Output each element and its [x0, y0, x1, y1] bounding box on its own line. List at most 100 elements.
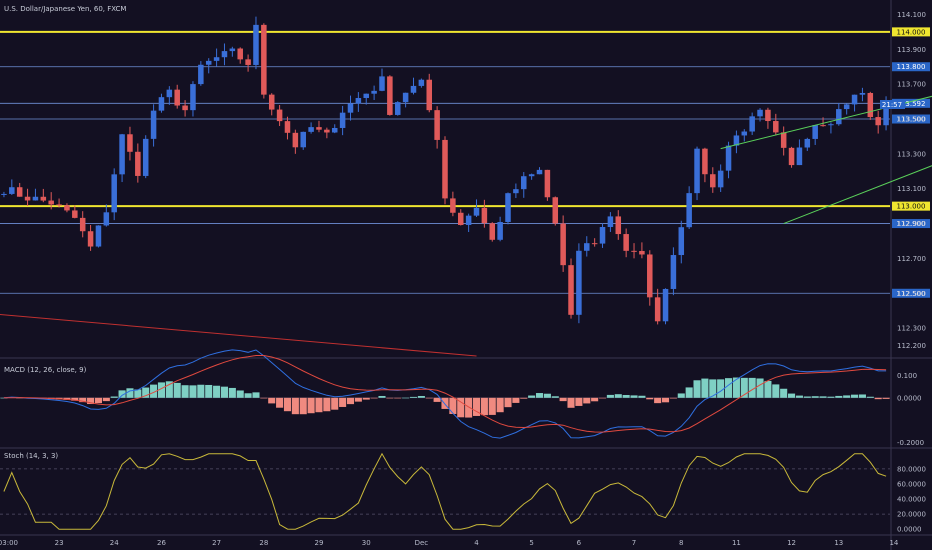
macd-histogram-bar [354, 397, 362, 402]
macd-histogram-bar [87, 397, 95, 405]
candle-body [505, 193, 511, 222]
candle-body [32, 196, 39, 201]
macd-histogram-bar [756, 378, 764, 398]
macd-histogram-bar [780, 388, 788, 398]
time-tick-label: 30 [362, 539, 371, 547]
candle-body [103, 212, 110, 226]
time-tick-label: 12 [787, 539, 796, 547]
candle-body [198, 64, 204, 85]
price-tick-label: 113.900 [897, 46, 926, 54]
macd-histogram-bar [606, 394, 614, 398]
macd-histogram-bar [496, 397, 504, 413]
macd-histogram-bar [339, 397, 347, 407]
macd-histogram-bar [425, 397, 433, 399]
macd-histogram-bar [803, 396, 811, 398]
horizontal-levels[interactable]: 114.000 113.800 113.592 113.500 113.000 112.9… [0, 27, 930, 298]
candle-body [489, 223, 496, 240]
stoch-tick-label: 80.0000 [897, 465, 926, 473]
price-tick-label: 112.500 [897, 290, 926, 298]
candle-body [568, 265, 574, 315]
time-tick-label: 4 [474, 539, 479, 547]
macd-histogram-bar [551, 396, 559, 398]
candle-body [584, 243, 590, 251]
level-tag [892, 288, 930, 298]
candle-body [387, 76, 393, 115]
candle-body [450, 198, 456, 213]
candle-body [670, 255, 677, 289]
macd-histogram-bar [370, 397, 378, 399]
candle-body [56, 204, 62, 206]
macd-histogram-bar [472, 397, 481, 416]
macd-histogram-bar [181, 385, 189, 398]
macd-histogram-bar [110, 396, 118, 398]
macd-histogram-bar [150, 384, 158, 398]
macd-histogram-bar [228, 387, 236, 398]
candle-body [213, 57, 220, 61]
candle-body [16, 187, 23, 197]
macd-histogram-bar [480, 397, 488, 416]
candle-body [599, 227, 606, 244]
level-tag [892, 114, 930, 124]
candle-body [513, 189, 519, 194]
macd-histogram-bar [535, 393, 544, 398]
candle-body [174, 89, 180, 106]
stoch-tick-label: 40.0000 [897, 496, 926, 504]
candle-body [623, 234, 629, 251]
candle-body [536, 169, 543, 175]
time-tick-label: 28 [259, 539, 268, 547]
candle-body [788, 147, 795, 166]
macd-histogram-bar [346, 397, 355, 405]
macd-histogram-bar [882, 397, 890, 399]
macd-histogram-bar [512, 397, 520, 403]
candle-body [111, 174, 117, 213]
candle-body [79, 217, 86, 232]
macd-histogram-bar [244, 393, 252, 398]
candle-body [150, 110, 157, 139]
macd-histogram-bar [394, 397, 402, 399]
level-tag [892, 62, 930, 72]
price-tick-label: 113.500 [897, 116, 926, 124]
candle-body [135, 151, 141, 176]
level-label: 112.500 [897, 290, 926, 298]
candle-body [544, 169, 551, 198]
candle-body [394, 102, 401, 115]
candle-body [72, 210, 78, 218]
macd-histogram-bar [331, 397, 339, 410]
time-axis[interactable]: 03:00 23 24 26 27 28 29 30 Dec 4 5 6 7 8 11 12 13 14 [0, 539, 899, 547]
candle-body [694, 148, 700, 194]
macd-histogram-bar [362, 397, 370, 400]
macd-histogram-bar [449, 397, 457, 414]
macd-tick-label: 0.0000 [897, 394, 922, 402]
macd-histogram-bar [858, 394, 866, 398]
time-tick-label: 27 [212, 539, 221, 547]
price-tick-label: 114.100 [897, 11, 926, 19]
macd-histogram-bar [71, 397, 79, 401]
macd-histogram-bar [583, 397, 591, 404]
candle-body [560, 223, 566, 266]
level-tag [892, 27, 930, 37]
stoch-pane-title: Stoch (14, 3, 3) [4, 452, 58, 460]
time-tick-label: 24 [110, 539, 119, 547]
candle-body [331, 127, 338, 133]
candle-body [717, 170, 724, 188]
macd-histogram-bar [819, 396, 827, 398]
candle-body [528, 174, 535, 177]
candle-body [284, 121, 291, 133]
macd-histogram-bar [748, 377, 756, 398]
candle-body [883, 101, 889, 126]
candle-body [268, 94, 275, 110]
macd-histogram-bar [142, 387, 150, 398]
price-tick-label: 113.300 [897, 150, 926, 158]
candle-body [316, 127, 322, 130]
macd-histogram-bar [732, 377, 740, 398]
time-tick-label: 13 [834, 539, 843, 547]
candle-body [631, 250, 637, 252]
candle-body [434, 110, 440, 140]
price-axis[interactable]: 114.100 113.900 113.700 113.500 113.300 113.1… [897, 11, 926, 534]
time-tick-label: 7 [632, 539, 636, 547]
price-tick-label: 112.700 [897, 255, 926, 263]
candle-body [410, 85, 417, 93]
candle-body [757, 109, 763, 117]
